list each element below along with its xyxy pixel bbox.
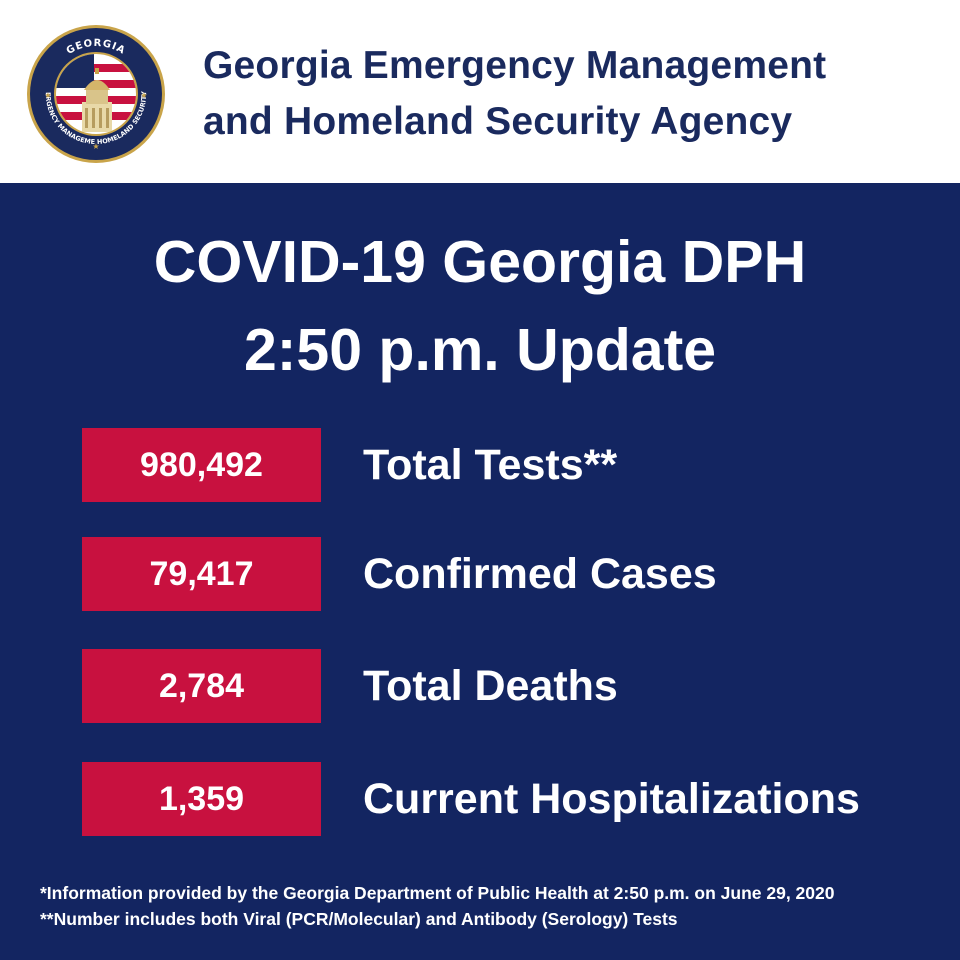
stat-row-confirmed-cases: 79,417 Confirmed Cases <box>82 537 942 611</box>
confirmed-cases-value: 79,417 <box>82 537 321 611</box>
agency-name-line2: and Homeland Security Agency <box>203 100 793 143</box>
total-deaths-label: Total Deaths <box>363 662 618 710</box>
total-tests-value: 980,492 <box>82 428 321 502</box>
update-title-line1: COVID-19 Georgia DPH <box>153 229 807 295</box>
svg-text:★: ★ <box>92 142 99 151</box>
stat-row-total-tests: 980,492 Total Tests** <box>82 428 942 502</box>
update-title-line2: 2:50 p.m. Update <box>243 317 717 383</box>
stat-row-current-hospitalizations: 1,359 Current Hospitalizations <box>82 762 942 836</box>
agency-name-line1: Georgia Emergency Management <box>203 44 827 87</box>
update-title: COVID-19 Georgia DPH 2:50 p.m. Update <box>0 218 960 394</box>
current-hospitalizations-value: 1,359 <box>82 762 321 836</box>
svg-text:★: ★ <box>44 91 51 100</box>
current-hospitalizations-label: Current Hospitalizations <box>363 775 860 823</box>
footnote-tests: **Number includes both Viral (PCR/Molecu… <box>40 909 678 929</box>
footnotes: *Information provided by the Georgia Dep… <box>40 880 945 932</box>
stat-row-total-deaths: 2,784 Total Deaths <box>82 649 942 723</box>
total-deaths-value: 2,784 <box>82 649 321 723</box>
svg-text:★: ★ <box>140 91 147 100</box>
footnote-source: *Information provided by the Georgia Dep… <box>40 883 835 903</box>
total-tests-label: Total Tests** <box>363 441 618 489</box>
gema-seal-logo: GEORGIA EMERGENCY MANAGEMENT HOMELAND SE… <box>26 24 165 163</box>
header-bar: GEORGIA EMERGENCY MANAGEMENT HOMELAND SE… <box>0 0 960 183</box>
agency-name: Georgia Emergency Management and Homelan… <box>203 38 943 150</box>
confirmed-cases-label: Confirmed Cases <box>363 550 717 598</box>
